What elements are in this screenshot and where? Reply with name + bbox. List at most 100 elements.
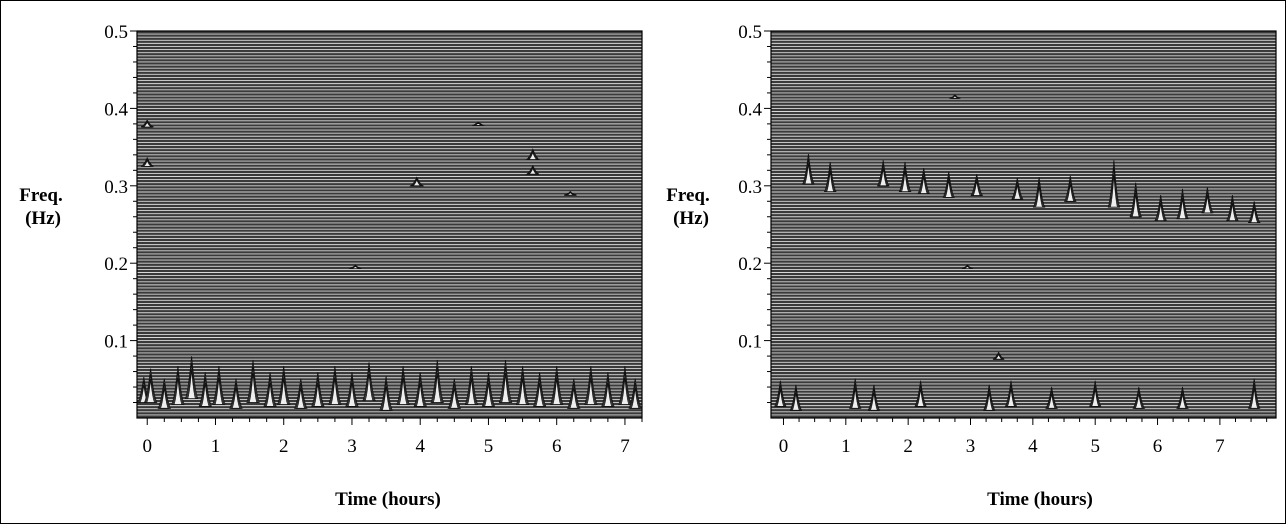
- spectral-peak: [518, 377, 528, 405]
- spectral-peak: [951, 95, 959, 99]
- spectral-peak: [415, 382, 425, 407]
- spectral-peak: [993, 353, 1004, 360]
- right-y-axis-label-line1: Freq.: [666, 185, 709, 206]
- left-y-axis-label-line1: Freq.: [19, 185, 62, 206]
- spectral-peak: [501, 372, 510, 403]
- left-y-ticks: 0.1 0.2 0.3 0.4 0.5: [104, 22, 137, 404]
- x-tick-label: 2: [279, 436, 289, 457]
- left-spectrogram-panel: 0.1 0.2 0.3 0.4 0.5 0 1 2 3 4 5 6 7 Freq. (Hz) Time…: [19, 22, 643, 510]
- spectral-peak: [984, 392, 994, 411]
- spectral-peak: [330, 377, 340, 405]
- right-plot-area: [770, 30, 1277, 419]
- spectral-peak: [313, 382, 323, 407]
- x-tick-label: 7: [1215, 436, 1225, 457]
- spectral-peak: [825, 170, 835, 192]
- x-tick-label: 1: [841, 436, 851, 457]
- right-spectrogram-panel: 0.1 0.2 0.3 0.4 0.5 0 1 2 3 4 5 6 7 Freq. (Hz) Time…: [666, 22, 1277, 510]
- x-tick-label: 1: [211, 436, 221, 457]
- spectral-peak: [351, 265, 360, 269]
- x-tick-label: 3: [966, 436, 976, 457]
- spectral-peak: [1034, 186, 1044, 208]
- spectral-peak: [474, 122, 483, 126]
- spectral-peak: [630, 387, 640, 409]
- left-plot-area: [136, 30, 643, 419]
- x-tick-label: 5: [484, 436, 494, 457]
- spectral-peak: [620, 377, 630, 405]
- spectral-peak: [900, 170, 910, 192]
- spectral-peak: [265, 382, 275, 407]
- spectral-peak: [187, 369, 197, 399]
- y-tick-label: 0.4: [104, 99, 128, 120]
- spectral-peak: [776, 388, 785, 407]
- spectral-peak: [804, 163, 813, 185]
- y-tick-label: 0.5: [738, 22, 762, 43]
- spectral-peak: [296, 387, 306, 409]
- spectral-peak: [1012, 184, 1022, 200]
- spectral-peak: [1203, 195, 1212, 214]
- spectral-peak: [364, 373, 374, 401]
- left-y-axis-label-line2: (Hz): [25, 208, 61, 229]
- spectral-peak: [1131, 193, 1140, 218]
- right-y-ticks: 0.1 0.2 0.3 0.4 0.5: [738, 22, 771, 404]
- spectrogram-background: [771, 31, 1276, 418]
- spectral-peak: [878, 168, 888, 187]
- spectral-peak: [159, 387, 169, 409]
- x-tick-label: 4: [415, 436, 425, 457]
- spectral-peak: [1006, 388, 1016, 407]
- x-tick-label: 6: [1153, 436, 1163, 457]
- x-tick-label: 4: [1028, 436, 1038, 457]
- spectral-peak: [916, 388, 925, 407]
- spectral-peak: [466, 377, 476, 405]
- x-tick-label: 5: [1090, 436, 1100, 457]
- left-x-ticks: 0 1 2 3 4 5 6 7: [142, 418, 643, 457]
- spectral-peak: [972, 180, 982, 196]
- plot-border: [136, 30, 643, 419]
- spectral-peak: [146, 378, 156, 403]
- right-y-axis-label-line2: (Hz): [673, 208, 709, 229]
- spectral-peak: [1109, 174, 1119, 208]
- spectral-peak: [347, 382, 357, 407]
- spectral-peak: [586, 377, 596, 405]
- spectral-peak: [569, 387, 579, 409]
- spectral-peak: [231, 387, 241, 409]
- y-tick-label: 0.4: [738, 99, 762, 120]
- spectral-peak: [449, 387, 459, 409]
- y-tick-label: 0.1: [104, 332, 128, 353]
- spectral-peak: [173, 377, 183, 405]
- spectral-peak: [566, 192, 575, 196]
- spectral-peak: [1249, 387, 1259, 409]
- y-tick-label: 0.1: [738, 332, 762, 353]
- spectral-peak: [919, 175, 928, 194]
- spectral-peak: [1178, 197, 1187, 220]
- left-x-axis-label: Time (hours): [335, 489, 441, 510]
- y-tick-label: 0.2: [104, 254, 128, 275]
- frequency-bin-lines: [771, 30, 1276, 419]
- spectral-peak: [527, 167, 539, 175]
- spectral-peak: [850, 387, 860, 409]
- spectral-peak: [944, 179, 953, 198]
- spectrogram-background: [137, 31, 642, 418]
- spectral-peak: [381, 386, 391, 411]
- spectral-peak: [1090, 388, 1100, 407]
- x-tick-label: 6: [552, 436, 562, 457]
- y-tick-label: 0.3: [738, 177, 762, 198]
- y-tick-label: 0.3: [104, 177, 128, 198]
- spectral-peak: [143, 121, 152, 128]
- spectral-peak: [279, 377, 289, 405]
- spectral-peak: [869, 392, 879, 411]
- spectral-peak: [432, 372, 442, 403]
- spectral-peak: [1228, 202, 1237, 221]
- spectral-peak: [603, 382, 613, 407]
- right-x-ticks: 0 1 2 3 4 5 6 7: [779, 418, 1268, 457]
- spectral-peak: [411, 178, 423, 187]
- spectral-peak: [398, 377, 408, 405]
- spectral-peaks: [774, 94, 1261, 411]
- spectral-peak: [1134, 393, 1144, 409]
- spectral-peak: [1249, 207, 1259, 223]
- plot-border: [770, 30, 1277, 419]
- right-x-axis-label: Time (hours): [987, 489, 1093, 510]
- y-tick-label: 0.5: [104, 22, 128, 43]
